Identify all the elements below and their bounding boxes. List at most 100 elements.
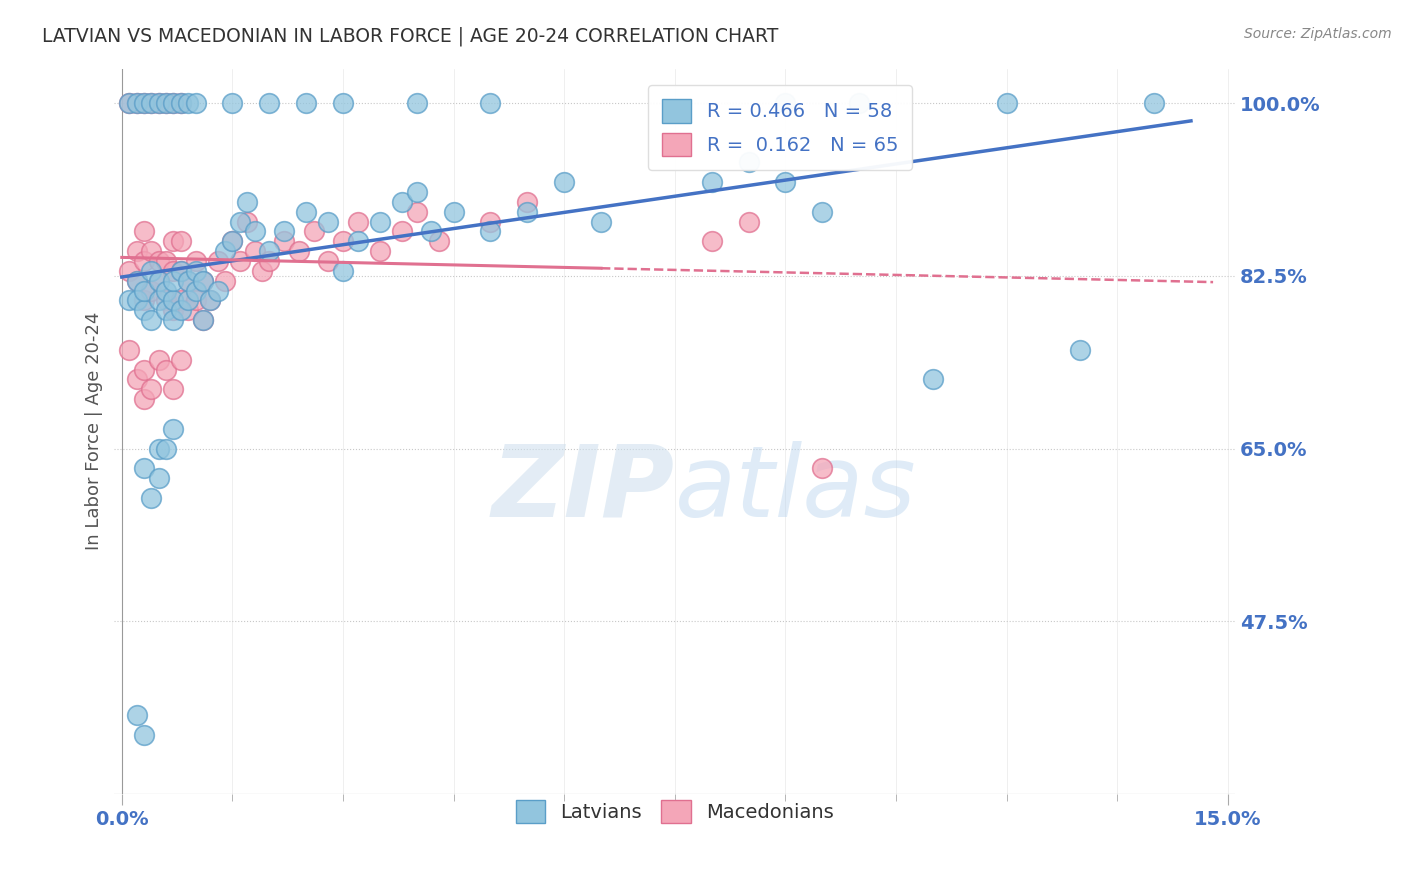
Point [516, 194, 538, 209]
Point [775, 96, 797, 111]
Point [221, 234, 243, 248]
Point [591, 214, 613, 228]
Point [391, 224, 413, 238]
Point [148, 442, 170, 456]
Point [405, 185, 427, 199]
Point [221, 234, 243, 248]
Point [287, 244, 309, 259]
Point [243, 244, 266, 259]
Point [184, 254, 207, 268]
Point [391, 194, 413, 209]
Point [155, 303, 177, 318]
Point [1143, 96, 1166, 111]
Point [170, 264, 193, 278]
Point [141, 313, 163, 327]
Point [811, 204, 834, 219]
Point [191, 313, 214, 327]
Point [162, 422, 184, 436]
Point [118, 264, 141, 278]
Point [125, 372, 148, 386]
Point [332, 264, 354, 278]
Point [132, 392, 155, 407]
Point [118, 343, 141, 357]
Point [236, 194, 259, 209]
Point [207, 284, 229, 298]
Point [177, 303, 200, 318]
Point [155, 362, 177, 376]
Point [155, 442, 177, 456]
Point [125, 708, 148, 723]
Point [229, 214, 252, 228]
Point [273, 234, 295, 248]
Point [479, 224, 502, 238]
Point [162, 274, 184, 288]
Point [132, 362, 155, 376]
Point [184, 96, 207, 111]
Point [427, 234, 450, 248]
Point [170, 96, 193, 111]
Point [132, 284, 155, 298]
Point [200, 293, 222, 308]
Point [346, 234, 368, 248]
Point [516, 204, 538, 219]
Point [316, 214, 339, 228]
Point [141, 96, 163, 111]
Point [259, 254, 281, 268]
Point [132, 96, 155, 111]
Point [162, 264, 184, 278]
Point [162, 303, 184, 318]
Point [177, 274, 200, 288]
Point [162, 96, 184, 111]
Point [191, 274, 214, 288]
Point [132, 303, 155, 318]
Point [148, 96, 170, 111]
Point [316, 254, 339, 268]
Point [125, 293, 148, 308]
Point [207, 254, 229, 268]
Point [170, 234, 193, 248]
Point [214, 244, 236, 259]
Point [405, 96, 427, 111]
Point [273, 224, 295, 238]
Point [132, 461, 155, 475]
Point [848, 96, 870, 111]
Point [162, 234, 184, 248]
Point [125, 274, 148, 288]
Point [737, 214, 759, 228]
Point [479, 214, 502, 228]
Point [332, 96, 354, 111]
Point [162, 382, 184, 396]
Point [177, 96, 200, 111]
Point [155, 293, 177, 308]
Point [155, 254, 177, 268]
Text: Source: ZipAtlas.com: Source: ZipAtlas.com [1244, 27, 1392, 41]
Point [148, 254, 170, 268]
Point [132, 254, 155, 268]
Point [125, 274, 148, 288]
Point [259, 96, 281, 111]
Point [368, 244, 391, 259]
Point [553, 175, 575, 189]
Point [332, 234, 354, 248]
Point [141, 382, 163, 396]
Point [170, 293, 193, 308]
Point [250, 264, 273, 278]
Point [200, 293, 222, 308]
Point [405, 204, 427, 219]
Point [479, 96, 502, 111]
Point [148, 352, 170, 367]
Point [346, 214, 368, 228]
Text: atlas: atlas [675, 441, 917, 538]
Point [368, 214, 391, 228]
Text: ZIP: ZIP [492, 441, 675, 538]
Point [184, 293, 207, 308]
Point [132, 96, 155, 111]
Point [184, 264, 207, 278]
Point [243, 224, 266, 238]
Point [184, 284, 207, 298]
Point [155, 284, 177, 298]
Point [700, 175, 723, 189]
Point [118, 96, 141, 111]
Legend: Latvians, Macedonians: Latvians, Macedonians [503, 788, 845, 835]
Point [132, 224, 155, 238]
